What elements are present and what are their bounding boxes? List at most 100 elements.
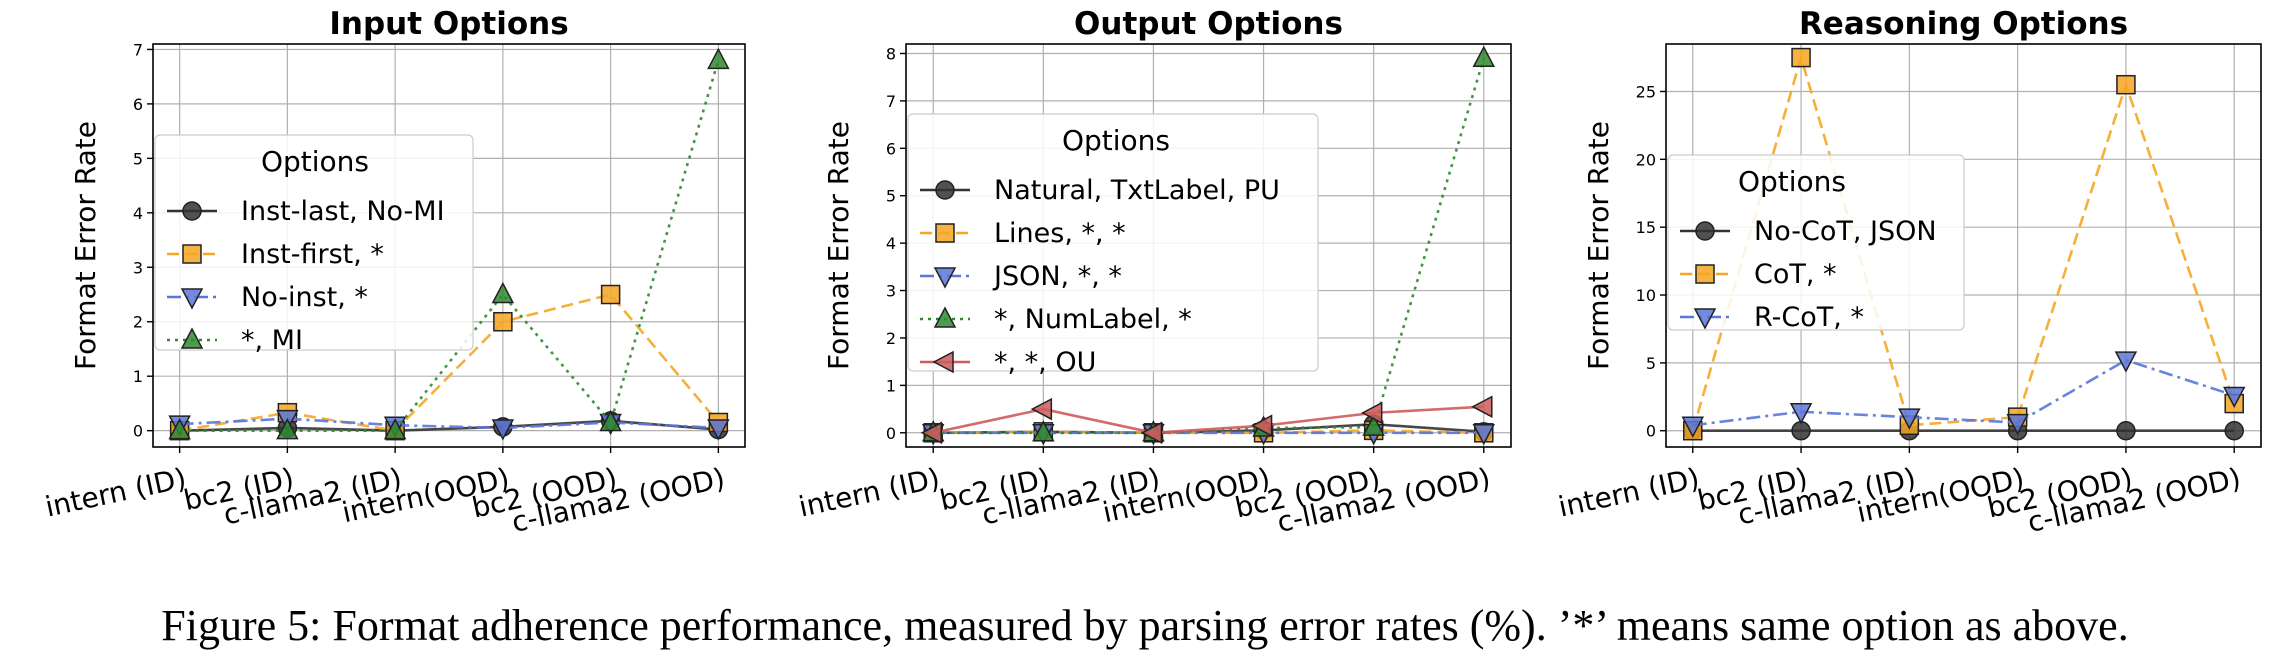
x-tick-label: c-llama2 (OOD) bbox=[1274, 462, 1493, 539]
legend: Options No-CoT, JSON CoT, * R-CoT, * bbox=[1667, 154, 1965, 333]
data-point bbox=[1898, 408, 1921, 430]
legend-title: Options bbox=[1738, 165, 1846, 198]
data-point bbox=[2116, 420, 2136, 441]
y-axis-label: Format Error Rate bbox=[69, 121, 102, 370]
data-point bbox=[1030, 397, 1053, 421]
y-tick-label: 25 bbox=[1636, 82, 1656, 101]
plot-frame bbox=[1665, 43, 2262, 448]
data-point bbox=[1140, 421, 1163, 445]
data-point bbox=[168, 418, 191, 440]
y-tick-label: 5 bbox=[133, 149, 143, 168]
data-point bbox=[1250, 414, 1273, 437]
chart-title: Input Options bbox=[329, 6, 568, 42]
y-tick-label: 0 bbox=[886, 424, 896, 443]
y-tick-label: 3 bbox=[133, 258, 143, 277]
legend-entry: Inst-first, * bbox=[241, 239, 384, 270]
y-tick-label: 6 bbox=[133, 95, 143, 114]
data-point bbox=[383, 418, 407, 440]
legend-title: Options bbox=[1062, 124, 1170, 157]
legend-entry: No-inst, * bbox=[241, 282, 368, 313]
legend-entry: Lines, *, * bbox=[994, 218, 1126, 249]
series-line-5 bbox=[932, 405, 1484, 435]
y-axis-label: Format Error Rate bbox=[822, 121, 855, 370]
data-point bbox=[491, 281, 515, 304]
x-tick-label: c-llama2 (OOD) bbox=[509, 462, 728, 539]
series-line-1 bbox=[179, 419, 719, 432]
series-line-2 bbox=[1691, 52, 2236, 432]
legend-entry: *, *, OU bbox=[994, 347, 1096, 378]
data-point bbox=[1681, 416, 1705, 438]
legend-entry: Natural, TxtLabel, PU bbox=[994, 175, 1280, 206]
data-point bbox=[2006, 413, 2029, 436]
legend-marker bbox=[1695, 221, 1715, 241]
data-point bbox=[2222, 386, 2246, 409]
data-point bbox=[1362, 414, 1385, 436]
legend-marker bbox=[933, 267, 957, 289]
legend-marker bbox=[935, 223, 955, 243]
y-tick-label: 3 bbox=[886, 282, 896, 301]
y-tick-label: 4 bbox=[886, 234, 896, 253]
y-tick-label: 5 bbox=[1646, 354, 1656, 373]
series-line-3 bbox=[179, 417, 719, 430]
data-point bbox=[707, 47, 730, 70]
legend-entry: CoT, * bbox=[1754, 259, 1837, 290]
data-point bbox=[707, 419, 730, 441]
legend-entry: Inst-last, No-MI bbox=[241, 196, 445, 227]
data-point bbox=[493, 311, 513, 332]
legend-marker bbox=[1695, 264, 1715, 284]
y-tick-label: 4 bbox=[133, 204, 143, 223]
y-tick-label: 15 bbox=[1636, 218, 1656, 237]
series-line-4 bbox=[179, 59, 720, 432]
data-point bbox=[920, 421, 942, 445]
y-tick-label: 8 bbox=[886, 44, 896, 63]
y-tick-label: 7 bbox=[886, 92, 896, 111]
series-line-4 bbox=[933, 57, 1486, 435]
y-tick-label: 6 bbox=[886, 139, 896, 158]
legend-marker bbox=[182, 244, 202, 264]
data-point bbox=[1032, 420, 1055, 442]
legend: Options Inst-last, No-MI Inst-first, * No-i… bbox=[154, 134, 474, 356]
x-tick-label: intern (ID) bbox=[42, 462, 189, 524]
x-tick-label: intern (ID) bbox=[796, 462, 943, 524]
legend-marker bbox=[182, 201, 202, 221]
legend-box bbox=[154, 134, 474, 351]
data-point bbox=[1472, 424, 1496, 446]
y-tick-label: 0 bbox=[133, 422, 143, 441]
x-tick-label: intern (ID) bbox=[1555, 462, 1702, 524]
y-tick-label: 0 bbox=[1646, 422, 1656, 441]
y-tick-label: 20 bbox=[1636, 150, 1656, 169]
series-line-3 bbox=[1692, 358, 2235, 427]
y-tick-label: 2 bbox=[133, 313, 143, 332]
y-tick-label: 10 bbox=[1636, 286, 1656, 305]
legend-marker bbox=[932, 350, 954, 374]
legend-entry: R-CoT, * bbox=[1754, 302, 1864, 333]
legend-marker bbox=[1693, 308, 1717, 330]
data-point bbox=[1472, 45, 1496, 67]
data-point bbox=[491, 419, 515, 441]
plot-frame bbox=[905, 43, 1512, 448]
legend-marker bbox=[180, 327, 204, 349]
chart-title: Output Options bbox=[1074, 6, 1343, 42]
legend-entry: *, NumLabel, * bbox=[994, 304, 1192, 335]
data-point bbox=[600, 284, 621, 305]
data-point bbox=[2114, 351, 2138, 373]
data-point bbox=[2116, 74, 2136, 95]
series-line-2 bbox=[179, 293, 720, 433]
data-point bbox=[1791, 47, 1811, 68]
data-point bbox=[1361, 401, 1383, 425]
plot-frame bbox=[152, 43, 746, 448]
y-tick-label: 7 bbox=[133, 40, 143, 59]
data-point bbox=[599, 409, 622, 432]
x-tick-label: c-llama2 (OOD) bbox=[2025, 462, 2244, 539]
data-point bbox=[2224, 420, 2244, 441]
y-tick-label: 2 bbox=[886, 329, 896, 348]
legend-marker bbox=[933, 306, 957, 328]
legend-box bbox=[907, 113, 1319, 372]
legend-entry: JSON, *, * bbox=[992, 261, 1122, 292]
y-axis-label: Format Error Rate bbox=[1582, 121, 1615, 370]
legend-title: Options bbox=[261, 145, 369, 178]
data-point bbox=[1789, 402, 1813, 425]
data-point bbox=[1791, 420, 1811, 441]
